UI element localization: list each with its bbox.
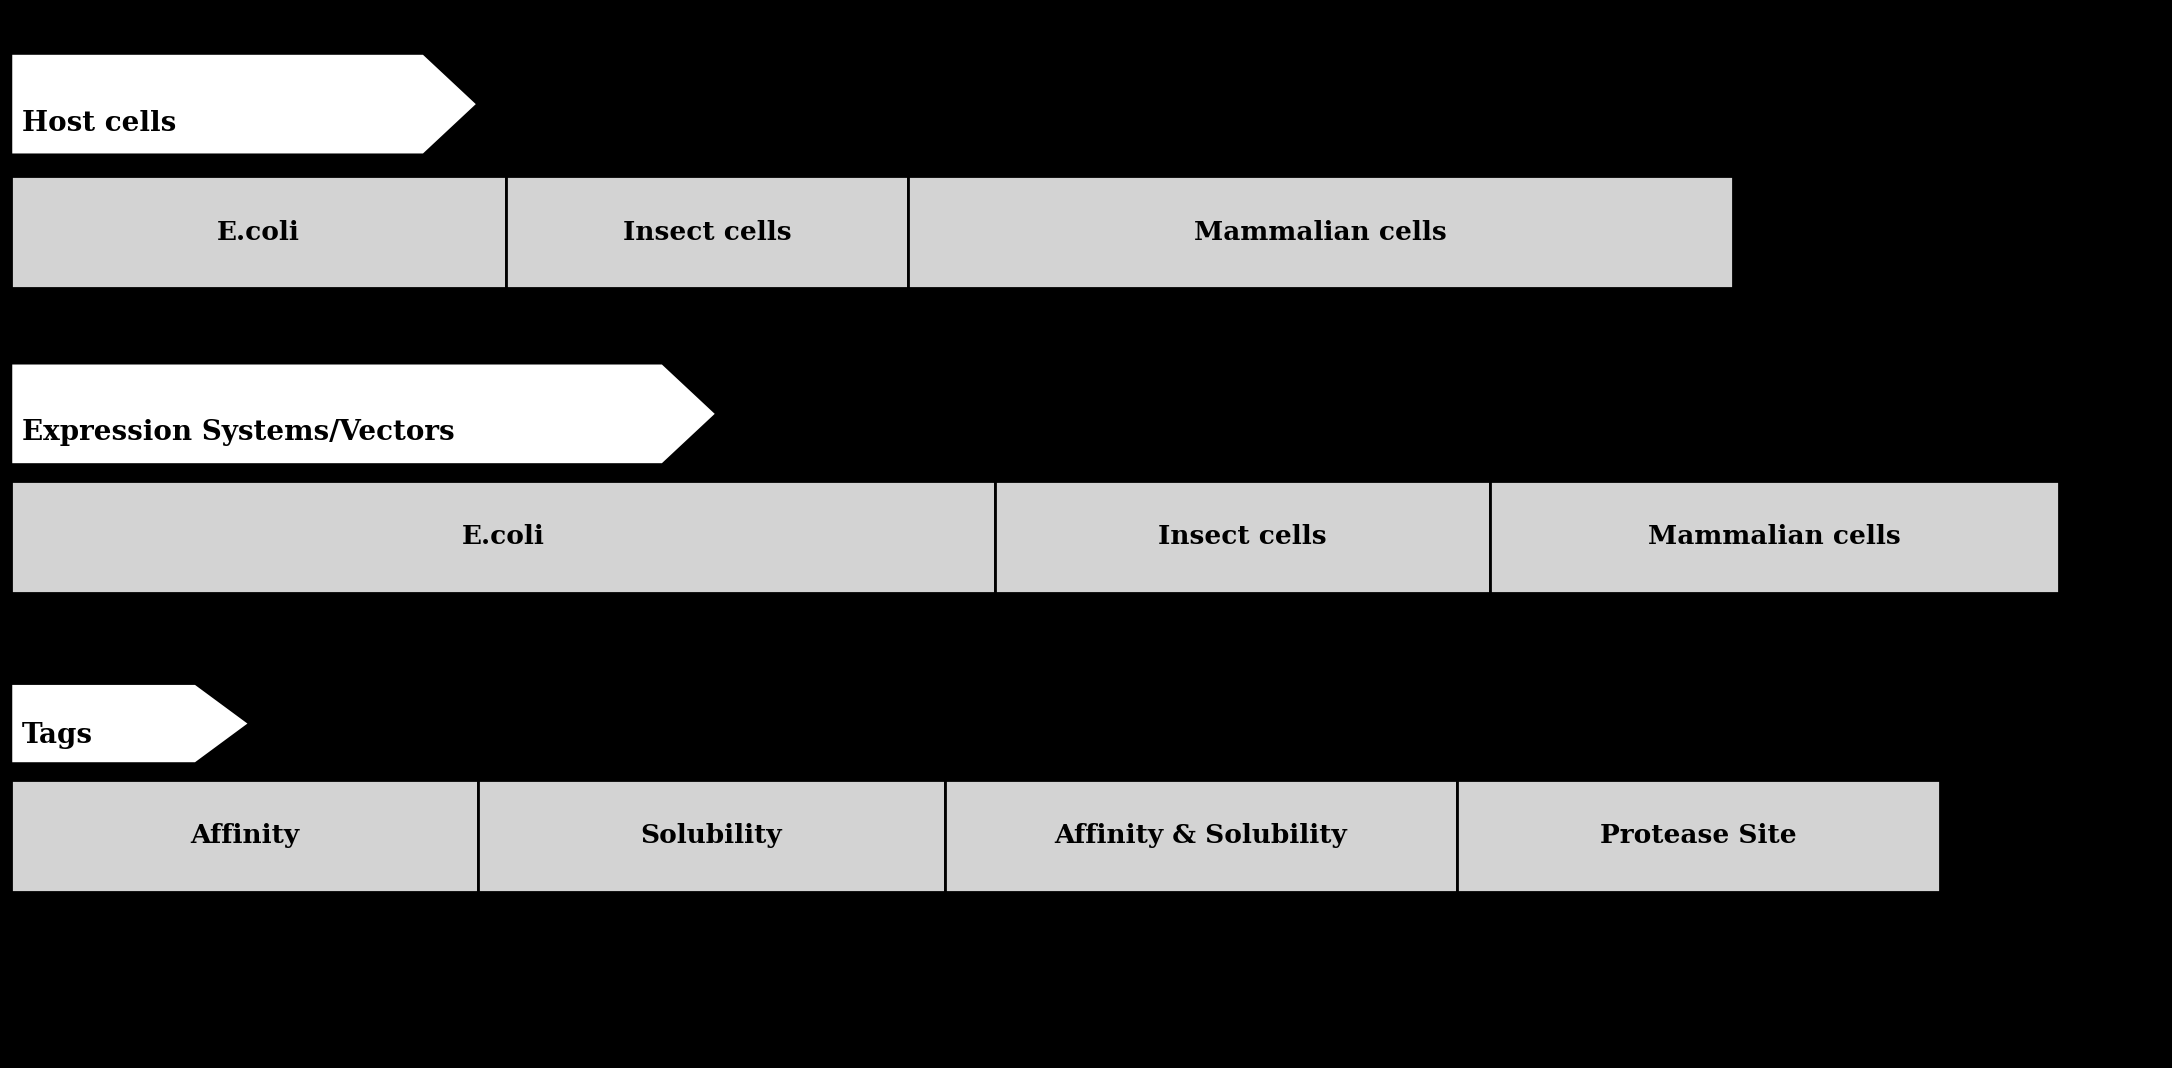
- Text: Host cells: Host cells: [22, 110, 176, 137]
- Text: Mammalian cells: Mammalian cells: [1195, 220, 1447, 245]
- Bar: [908, 176, 1733, 288]
- Polygon shape: [11, 53, 478, 155]
- Bar: [1457, 780, 1940, 892]
- Text: Tags: Tags: [22, 722, 93, 750]
- Bar: [506, 176, 908, 288]
- Bar: [478, 780, 945, 892]
- Text: Insect cells: Insect cells: [1158, 524, 1327, 549]
- Text: Affinity & Solubility: Affinity & Solubility: [1056, 823, 1347, 848]
- Text: Mammalian cells: Mammalian cells: [1649, 524, 1900, 549]
- Bar: [995, 481, 1490, 593]
- Text: Affinity: Affinity: [189, 823, 300, 848]
- Text: Expression Systems/Vectors: Expression Systems/Vectors: [22, 420, 454, 446]
- Bar: [945, 780, 1457, 892]
- Text: Protease Site: Protease Site: [1601, 823, 1796, 848]
- Bar: [11, 780, 478, 892]
- Polygon shape: [11, 363, 717, 465]
- Text: Insect cells: Insect cells: [623, 220, 791, 245]
- Text: Solubility: Solubility: [641, 823, 782, 848]
- Bar: [11, 176, 506, 288]
- Bar: [1490, 481, 2059, 593]
- Text: E.coli: E.coli: [460, 524, 545, 549]
- Text: E.coli: E.coli: [217, 220, 300, 245]
- Polygon shape: [11, 684, 250, 764]
- Bar: [11, 481, 995, 593]
